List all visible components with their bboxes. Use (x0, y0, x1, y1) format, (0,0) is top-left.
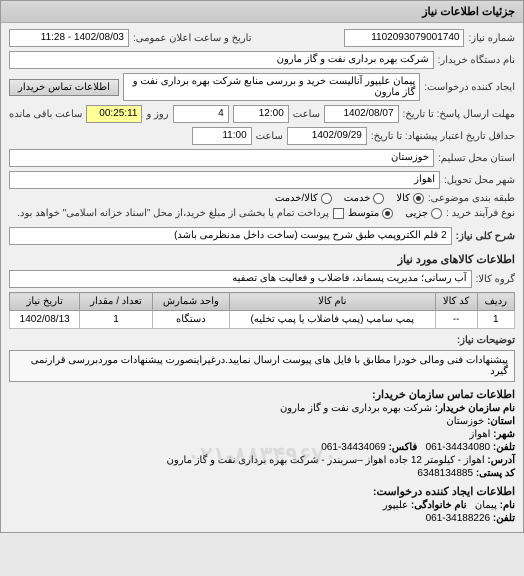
contact-postal: 6348134885 (417, 468, 473, 479)
validity-date-field: 1402/09/29 (287, 127, 367, 145)
table-cell: -- (435, 311, 477, 329)
creator-phone-label: تلفن: (493, 513, 515, 524)
creator-phone: 34188226-061 (426, 513, 491, 524)
contact-org: شرکت بهره برداری نفت و گاز مارون (280, 403, 432, 414)
creator-name-label: نام: (500, 500, 515, 511)
remarks-label: توضیحات نیاز: (457, 335, 515, 346)
contact-phone: 34434080-061 (426, 442, 491, 453)
creator-lastname: علیپور (383, 500, 408, 511)
reply-deadline-label: مهلت ارسال پاسخ: تا تاریخ: (403, 109, 515, 120)
reply-time-field: 12:00 (233, 105, 289, 123)
radio-medium-label: متوسط (348, 208, 379, 219)
request-no-label: شماره نیاز: (468, 33, 515, 44)
province-label: استان محل تسلیم: (438, 153, 515, 164)
radio-goods-label: کالا (396, 193, 410, 204)
radio-small[interactable] (431, 208, 442, 219)
table-cell: دستگاه (152, 311, 229, 329)
table-cell: 1 (80, 311, 152, 329)
overall-need-label: شرح کلی نیاز: (456, 231, 515, 242)
remain-time-label: ساعت باقی مانده (9, 109, 82, 120)
payment-note: پرداخت تمام یا بخشی از مبلغ خرید،از محل … (17, 208, 329, 219)
buyer-org-field: شرکت بهره برداری نفت و گاز مارون (9, 51, 434, 69)
table-header: ردیف (477, 293, 514, 311)
city-label: شهر محل تحویل: (444, 175, 515, 186)
creator-name: پیمان (475, 500, 497, 511)
goods-section-title: اطلاعات کالاهای مورد نیاز (9, 253, 515, 266)
table-cell: 1402/08/13 (10, 311, 80, 329)
contact-city: اهواز (470, 429, 491, 440)
table-header: تعداد / مقدار (80, 293, 152, 311)
radio-service-label: خدمت (344, 193, 371, 204)
contact-province-label: استان: (487, 416, 515, 427)
buyer-org-label: نام دستگاه خریدار: (438, 55, 515, 66)
overall-need-field: 2 قلم الکتروپمپ طبق شرح پیوست (ساخت داخل… (9, 227, 452, 245)
contact-postal-label: کد پستی: (476, 468, 515, 479)
group-label: گروه کالا: (476, 274, 515, 285)
payment-checkbox[interactable] (333, 208, 344, 219)
radio-service[interactable] (373, 193, 384, 204)
request-no-field: 1102093079001740 (344, 29, 464, 47)
contact-org-label: نام سازمان خریدار: (435, 403, 515, 414)
radio-medium[interactable] (382, 208, 393, 219)
purchase-type-label: نوع فرآیند خرید : (446, 208, 515, 219)
city-field: اهواز (9, 171, 440, 189)
creator-label: ایجاد کننده درخواست: (424, 82, 515, 93)
remarks-box: پیشنهادات فنی ومالی خودرا مطابق با فایل … (9, 350, 515, 382)
reply-date-field: 1402/08/07 (324, 105, 399, 123)
creator-field: پیمان علیپور آنالیست خرید و بررسی منابع … (123, 73, 420, 101)
purchase-type-radio-group: جزیی متوسط (348, 208, 442, 219)
contact-city-label: شهر: (493, 429, 515, 440)
radio-small-label: جزیی (405, 208, 428, 219)
remain-days-field: 4 (173, 105, 229, 123)
radio-goods-service-label: کالا/خدمت (275, 193, 318, 204)
datetime-label: تاریخ و ساعت اعلان عمومی: (133, 33, 252, 44)
table-row: 1--پمپ سامپ (پمپ فاضلاب یا پمپ تخلیه)دست… (10, 311, 515, 329)
table-header: کد کالا (435, 293, 477, 311)
table-cell: 1 (477, 311, 514, 329)
table-header: نام کالا (230, 293, 435, 311)
province-field: خوزستان (9, 149, 434, 167)
table-header: واحد شمارش (152, 293, 229, 311)
table-header: تاریخ نیاز (10, 293, 80, 311)
contact-phone-label: تلفن: (493, 442, 515, 453)
remain-time-field: 00:25:11 (86, 105, 142, 123)
subject-group-label: طبقه بندی موضوعی: (428, 193, 515, 204)
goods-table: ردیفکد کالانام کالاواحد شمارشتعداد / مقد… (9, 292, 515, 329)
creator-lastname-label: نام خانوادگی: (411, 500, 467, 511)
datetime-field: 1402/08/03 - 11:28 (9, 29, 129, 47)
buyer-contact-button[interactable]: اطلاعات تماس خریدار (9, 79, 119, 96)
validity-time-label: ساعت (256, 131, 283, 142)
header-title: جزئیات اطلاعات نیاز (1, 1, 523, 23)
remain-label: روز و (146, 109, 168, 120)
radio-goods[interactable] (413, 193, 424, 204)
group-field: آب رسانی؛ مدیریت پسماند، فاضلاب و فعالیت… (9, 270, 472, 288)
contact-address-label: آدرس: (487, 455, 515, 466)
creator-section-title: اطلاعات ایجاد کننده درخواست: (9, 485, 515, 498)
contact-fax: 34434069-061 (321, 442, 386, 453)
contact-section-title: اطلاعات تماس سازمان خریدار: (9, 388, 515, 401)
contact-province: خوزستان (446, 416, 484, 427)
reply-time-label: ساعت (293, 109, 320, 120)
validity-label: حداقل تاریخ اعتبار پیشنهاد: تا تاریخ: (371, 131, 515, 142)
table-cell: پمپ سامپ (پمپ فاضلاب یا پمپ تخلیه) (230, 311, 435, 329)
contact-address: اهواز - کیلومتر 12 جاده اهواز –سربندر - … (167, 455, 485, 466)
contact-fax-label: فاکس: (389, 442, 418, 453)
radio-goods-service[interactable] (321, 193, 332, 204)
validity-time-field: 11:00 (192, 127, 252, 145)
subject-radio-group: کالا خدمت کالا/خدمت (275, 193, 424, 204)
